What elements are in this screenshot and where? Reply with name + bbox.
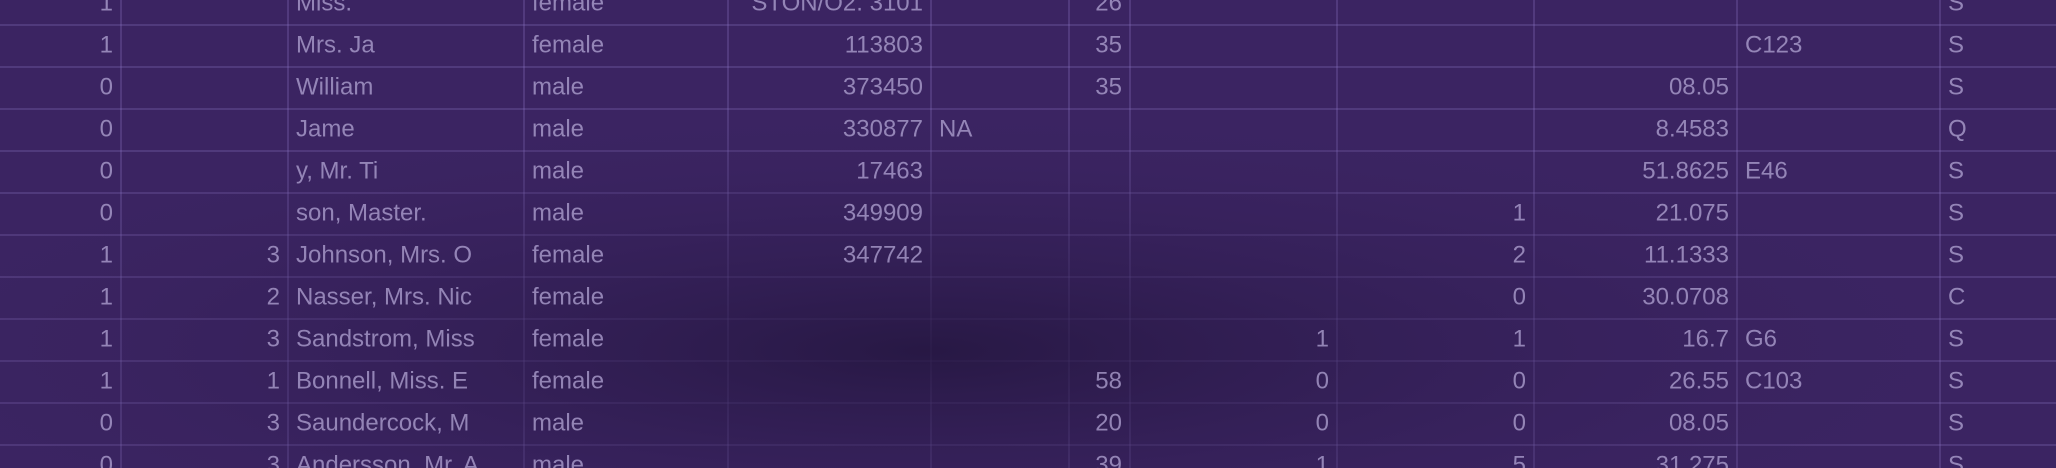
table-cell: 113803 [845, 31, 923, 58]
table-cell: 1 [1316, 325, 1329, 352]
table-cell: female [532, 283, 604, 310]
table-cell: 349909 [843, 199, 923, 226]
table-cell: C [1948, 283, 1965, 310]
table-cell: Saundercock, M [296, 409, 469, 436]
table-cell: 0 [1513, 409, 1526, 436]
table-cell: male [532, 157, 584, 184]
table-cell: C123 [1745, 31, 1802, 58]
table-cell: 35 [1095, 31, 1122, 58]
table-cell: 1 [100, 367, 113, 394]
table-cell: 330877 [843, 115, 923, 142]
table-cell: E46 [1745, 157, 1788, 184]
table-cell: male [532, 409, 584, 436]
table-cell: 21.075 [1656, 199, 1729, 226]
table-cell: female [532, 0, 604, 16]
table-cell: female [532, 241, 604, 268]
table-cell: Q [1948, 115, 1967, 142]
table-cell: 3 [267, 451, 280, 468]
table-cell: 0 [100, 115, 113, 142]
table-cell: 11.1333 [1644, 241, 1729, 268]
table-cell: 35 [1095, 73, 1122, 100]
table-cell: NA [939, 115, 972, 142]
table-cell: S [1948, 367, 1964, 394]
table-cell: 1 [100, 31, 113, 58]
table-cell: S [1948, 451, 1964, 468]
table-cell: 1 [100, 325, 113, 352]
table-cell: 1 [1513, 199, 1526, 226]
table-cell: son, Master. [296, 199, 427, 226]
table-cell: 26.55 [1669, 367, 1729, 394]
table-cell: 1 [1513, 325, 1526, 352]
table-cell: 3 [267, 325, 280, 352]
table-cell: Johnson, Mrs. O [296, 241, 472, 268]
table-cell: male [532, 199, 584, 226]
table-cell: S [1948, 31, 1964, 58]
table-cell: 0 [1316, 367, 1329, 394]
table-cell: 2 [1513, 241, 1526, 268]
table-cell: 1 [1316, 451, 1329, 468]
table-cell: 1 [100, 0, 113, 16]
table-cell: G6 [1745, 325, 1777, 352]
table-cell: 0 [100, 199, 113, 226]
table-cell: 373450 [843, 73, 923, 100]
table-cell: female [532, 367, 604, 394]
table-cell: 1 [100, 241, 113, 268]
table-cell: S [1948, 325, 1964, 352]
table-cell: 26 [1095, 0, 1122, 16]
table-cell: Miss. [296, 0, 352, 16]
table-cell: 39 [1095, 451, 1122, 468]
table-cell: 0 [100, 451, 113, 468]
table-cell: male [532, 73, 584, 100]
table-cell: 16.7 [1682, 325, 1729, 352]
table-cell: Jame [296, 115, 355, 142]
table-cell: 0 [100, 157, 113, 184]
table-cell: 30.0708 [1642, 283, 1729, 310]
table-cell: S [1948, 0, 1964, 16]
table-cell: 0 [100, 73, 113, 100]
table-cell: 347742 [843, 241, 923, 268]
table-cell: male [532, 115, 584, 142]
table-cell: S [1948, 241, 1964, 268]
table-cell: 31.275 [1656, 451, 1729, 468]
table-cell: 0 [1513, 367, 1526, 394]
table-cell: 0 [1513, 283, 1526, 310]
table-cell: S [1948, 199, 1964, 226]
table-cell: 08.05 [1669, 73, 1729, 100]
table-cell: S [1948, 157, 1964, 184]
table-cell: 08.05 [1669, 409, 1729, 436]
table-cell: 51.8625 [1642, 157, 1729, 184]
table-cell: Sandstrom, Miss [296, 325, 475, 352]
table-cell: 8.4583 [1656, 115, 1729, 142]
table-cell: female [532, 325, 604, 352]
table-cell: male [532, 451, 584, 468]
table-cell: 20 [1095, 409, 1122, 436]
table-cell: Mrs. Ja [296, 31, 375, 58]
table-cell: C103 [1745, 367, 1802, 394]
table-cell: S [1948, 409, 1964, 436]
table-cell: 2 [267, 283, 280, 310]
table-cell: 3 [267, 409, 280, 436]
table-cell: female [532, 31, 604, 58]
table-cell: 5 [1513, 451, 1526, 468]
table-cell: Andersson, Mr. A [296, 451, 479, 468]
table-cell: 17463 [856, 157, 923, 184]
table-cell: 0 [100, 409, 113, 436]
table-cell: S [1948, 73, 1964, 100]
table-cell: Nasser, Mrs. Nic [296, 283, 472, 310]
table-cell: y, Mr. Ti [296, 157, 378, 184]
table-cell: 3 [267, 241, 280, 268]
table-cell: 0 [1316, 409, 1329, 436]
table-cell: 58 [1095, 367, 1122, 394]
table-cell: 1 [267, 367, 280, 394]
table-cell: Bonnell, Miss. E [296, 367, 468, 394]
table-cell: STON/O2. 3101 [751, 0, 923, 16]
table-cell: William [296, 73, 373, 100]
table-cell: 1 [100, 283, 113, 310]
